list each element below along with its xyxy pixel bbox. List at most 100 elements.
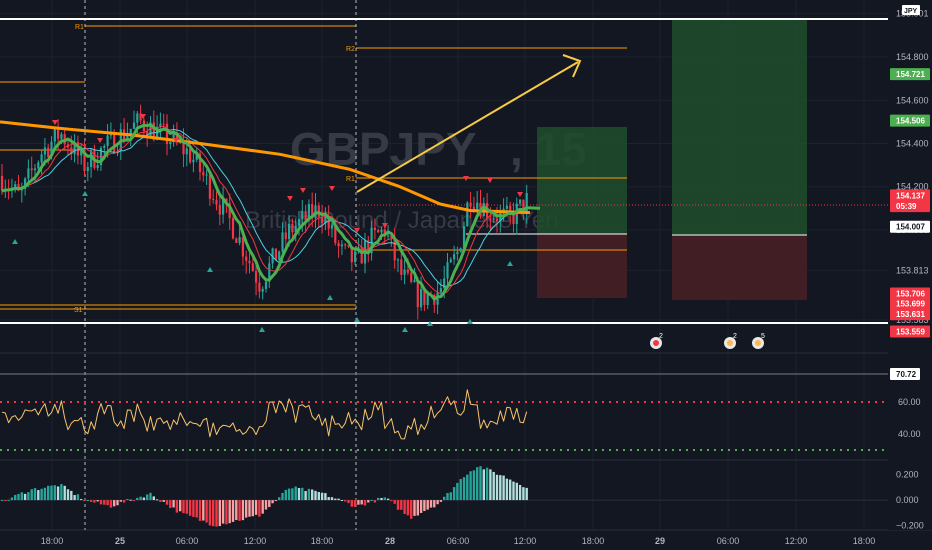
candle-body [30,168,33,171]
macd-bar [37,490,40,501]
fractal-up-marker [354,317,360,322]
price-axis-tick: 154.600 [896,95,929,105]
macd-bar [99,500,103,505]
candle-body [307,203,310,221]
macd-bar [307,488,311,501]
macd-bar [446,493,449,501]
macd-bar [485,467,489,501]
fractal-up-marker [82,191,88,196]
macd-bar [215,500,218,527]
fractal-up-marker [467,319,473,324]
macd-bar [228,500,231,524]
price-tag [890,68,930,81]
candle-body [317,205,320,217]
macd-bar [208,500,212,526]
fractal-down-marker [140,114,146,119]
candle-body [70,147,73,155]
candle-body [288,223,291,240]
time-axis-tick: 28 [385,536,395,546]
candle-body [222,198,225,215]
watermark-symbol: GBPJPY [290,123,477,175]
price-tag [890,287,930,300]
candle-body [439,288,442,293]
macd-bar [456,482,459,501]
macd-bar [50,485,53,501]
macd-bar [129,499,132,501]
candle-body [189,148,192,163]
macd-bar [238,500,241,521]
macd-bar [30,489,33,501]
price-tag [890,189,930,202]
candle-body [175,131,178,142]
macd-bar [10,497,14,501]
macd-bar [182,500,185,514]
candle-body [301,211,304,220]
macd-bar [502,475,505,501]
macd-bar [393,500,396,504]
event-badge-icon [727,340,733,346]
price-axis-tick: 153.813 [896,265,929,275]
macd-bar [469,471,472,501]
macd-bar [258,500,261,517]
ma-line-cyan [1,128,527,287]
candle-body [202,171,205,176]
candle-body [321,216,324,224]
price-tag-label: 154.007 [896,223,925,232]
candle-body [274,248,277,261]
candle-body [406,269,409,273]
macd-bar [86,500,89,502]
macd-bar [122,500,126,503]
fractal-up-marker [207,267,213,272]
macd-bar [360,500,363,505]
candle-body [456,251,459,255]
macd-bar [195,500,198,518]
candle-body [413,280,416,282]
macd-bar [172,500,175,508]
fractal-up-marker [12,239,18,244]
macd-bar [47,485,50,501]
macd-bar [476,467,479,501]
candle-body [185,148,188,155]
candle-body [165,123,169,144]
macd-axis-tick: −0.200 [896,520,924,530]
macd-bar [370,500,373,502]
rsi-value-label: 70.72 [896,370,917,379]
candle-body [311,203,314,219]
candle-body [0,175,4,192]
event-badge-count: 2 [733,333,737,340]
candle-body [106,135,109,147]
macd-bar [433,500,436,508]
candle-body [33,168,37,171]
candle-body [248,260,251,264]
macd-bar [43,487,47,501]
macd-bar [136,497,139,501]
macd-bar [139,496,142,501]
event-badge-icon [755,340,761,346]
candle-body [53,127,56,142]
macd-bar [518,484,522,501]
candle-body [334,224,337,244]
macd-bar [334,498,337,501]
macd-bar [27,492,30,501]
candle-body [393,237,396,261]
macd-bar [70,490,73,501]
macd-bar [169,500,172,509]
candle-body [83,148,86,171]
candle-body [423,289,426,306]
macd-bar [373,500,377,503]
candle-body [76,142,79,156]
candle-body [136,113,139,123]
time-axis-tick: 18:00 [311,536,334,546]
macd-bar [119,500,122,502]
rsi-value-tag [890,368,920,380]
candle-body [347,245,350,247]
macd-bar [495,474,499,501]
macd-bar [20,492,23,501]
macd-bar [179,500,182,512]
time-axis-tick: 12:00 [785,536,808,546]
rsi-axis-tick: 40.00 [898,429,921,439]
candle-body [416,280,419,308]
macd-bar [146,494,149,501]
macd-bar [76,494,80,501]
